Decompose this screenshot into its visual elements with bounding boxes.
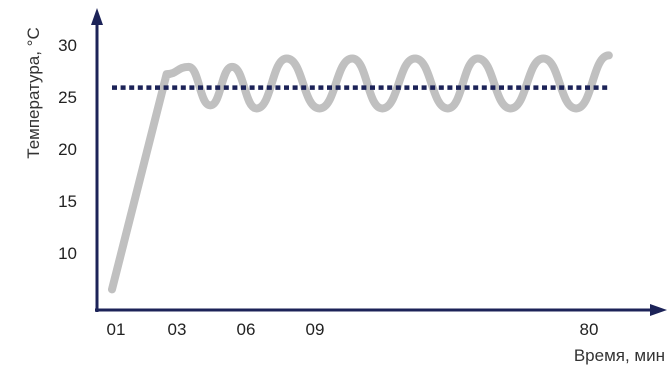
series-layer	[108, 51, 613, 294]
y-tick-label: 15	[58, 192, 77, 211]
y-axis-arrow-icon	[91, 8, 103, 25]
x-axis-arrow-icon	[650, 304, 667, 316]
x-tick-labels: 01 03 06 09 80	[107, 320, 599, 339]
y-tick-labels: 10 15 20 25 30	[58, 36, 77, 263]
y-tick-label: 30	[58, 36, 77, 55]
x-tick-label: 01	[107, 320, 126, 339]
y-axis-title: Температура, °C	[24, 27, 43, 158]
x-tick-label: 06	[237, 320, 256, 339]
axes	[91, 8, 667, 316]
x-axis-title: Время, мин	[574, 346, 665, 365]
x-tick-label: 03	[168, 320, 187, 339]
y-tick-label: 25	[58, 88, 77, 107]
x-tick-label: 80	[580, 320, 599, 339]
y-tick-label: 10	[58, 244, 77, 263]
temperature-series-line	[108, 51, 613, 294]
y-tick-label: 20	[58, 140, 77, 159]
x-tick-label: 09	[306, 320, 325, 339]
